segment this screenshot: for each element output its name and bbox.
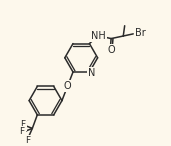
Text: NH: NH: [91, 31, 106, 41]
Text: O: O: [107, 45, 115, 55]
Text: F: F: [21, 120, 26, 130]
Text: N: N: [88, 68, 95, 78]
Text: Br: Br: [135, 28, 145, 38]
Text: O: O: [64, 81, 71, 91]
Text: F: F: [25, 136, 30, 145]
Text: F: F: [19, 127, 25, 137]
